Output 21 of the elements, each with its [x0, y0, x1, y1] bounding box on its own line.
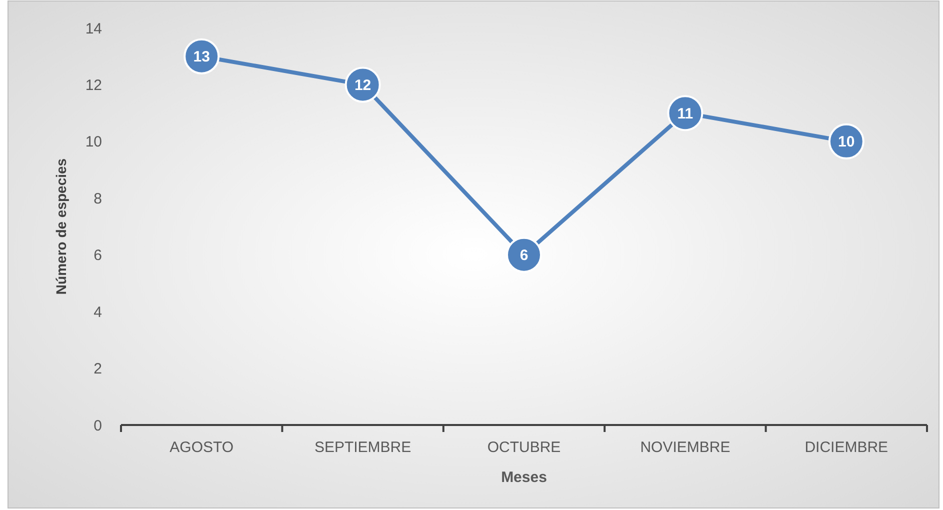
y-tick-label: 14 — [85, 20, 102, 38]
x-tick-label: AGOSTO — [170, 439, 234, 456]
x-tick-label: NOVIEMBRE — [640, 439, 730, 456]
x-tick-label: SEPTIEMBRE — [314, 439, 412, 456]
y-tick-label: 12 — [85, 76, 102, 94]
x-tick-label: DICIEMBRE — [804, 439, 888, 456]
data-label: 12 — [354, 76, 372, 94]
y-tick-label: 8 — [94, 190, 102, 208]
x-axis-title: Meses — [501, 469, 547, 486]
y-tick-label: 10 — [85, 134, 102, 151]
x-tick-label: OCTUBRE — [487, 439, 561, 456]
point — [506, 236, 542, 273]
data-label: 10 — [838, 134, 855, 151]
y-tick-label: 6 — [94, 247, 102, 264]
data-label: 6 — [520, 247, 528, 264]
data-label: 13 — [193, 48, 210, 66]
y-axis-title: Número de especies — [53, 158, 69, 295]
data-label: 11 — [677, 105, 694, 122]
y-tick-label: 4 — [94, 304, 102, 321]
y-tick-label: 0 — [94, 417, 102, 434]
y-tick-label: 2 — [94, 360, 102, 378]
